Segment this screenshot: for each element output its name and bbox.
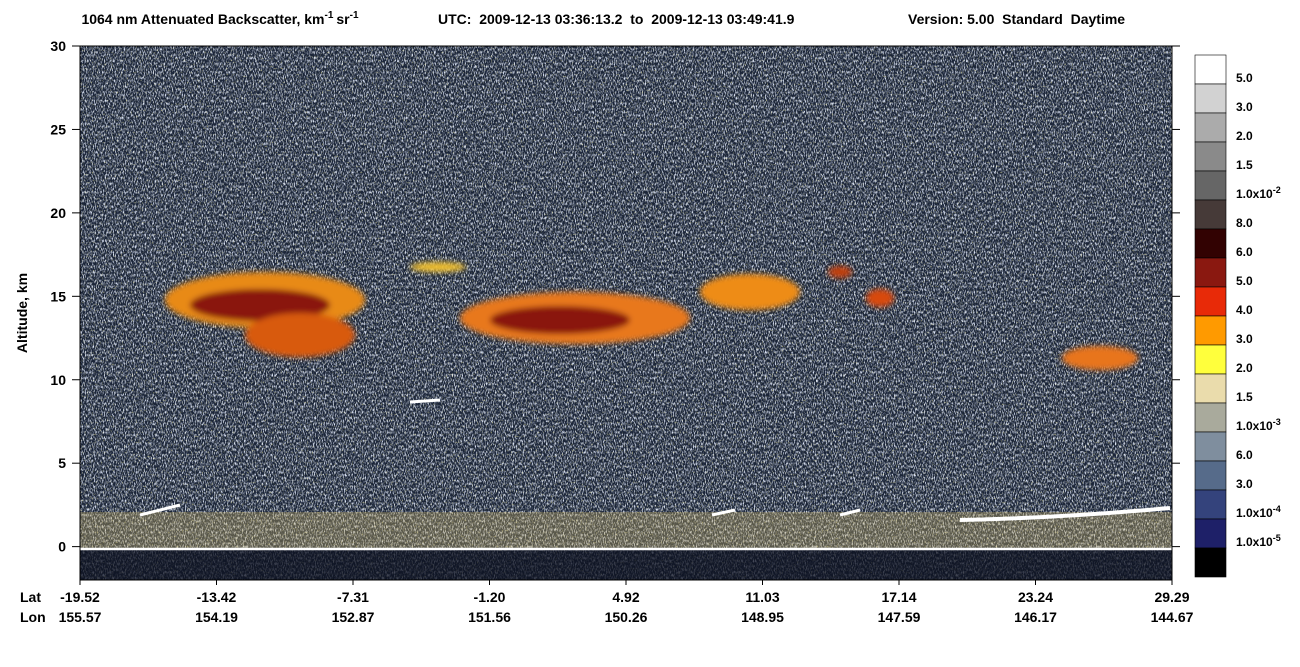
y-tick-label: 25 xyxy=(50,121,66,137)
lon-tick-label: 154.19 xyxy=(195,609,238,625)
colorbar-swatch xyxy=(1194,344,1227,375)
colorbar-swatch xyxy=(1194,141,1227,172)
colorbar-swatch xyxy=(1194,547,1227,578)
colorbar-label-text: 6.0 xyxy=(1236,245,1253,259)
lon-tick-label: 150.26 xyxy=(605,609,648,625)
lon-tick-label: 144.67 xyxy=(1151,609,1194,625)
colorbar-swatch xyxy=(1194,257,1227,288)
colorbar-swatch xyxy=(1194,286,1227,317)
colorbar-swatch xyxy=(1194,489,1227,520)
y-axis-label: Altitude, km xyxy=(14,273,30,353)
lon-label: Lon xyxy=(20,609,46,625)
colorbar-swatch xyxy=(1194,199,1227,230)
colorbar-label-text: 3.0 xyxy=(1236,100,1253,114)
colorbar-label: 5.0 xyxy=(1236,274,1253,288)
colorbar-label-text: 1.5 xyxy=(1236,158,1253,172)
y-tick-label: 0 xyxy=(58,539,66,555)
lat-tick-label: 4.92 xyxy=(612,589,639,605)
colorbar-label-text: 5.0 xyxy=(1236,71,1253,85)
colorbar-label-text: 6.0 xyxy=(1236,448,1253,462)
y-tick-label: 10 xyxy=(50,372,66,388)
chart-title: 1064 nm Attenuated Backscatter, km-1 sr-1… xyxy=(62,10,1137,27)
colorbar-swatch xyxy=(1194,315,1227,346)
colorbar-label-text: 2.0 xyxy=(1236,129,1253,143)
backscatter-curtain xyxy=(80,46,1172,580)
title-text: 1064 nm Attenuated Backscatter, km xyxy=(81,11,324,27)
y-tick-label: 20 xyxy=(50,205,66,221)
title-superscript: -1 xyxy=(350,10,359,21)
lat-tick-label: 29.29 xyxy=(1154,589,1189,605)
lon-tick-label: 148.95 xyxy=(741,609,784,625)
colorbar-label-text: 1.0x10 xyxy=(1236,419,1273,433)
lat-tick-label: -13.42 xyxy=(197,589,237,605)
colorbar-label-exponent: -4 xyxy=(1273,504,1281,514)
colorbar-label-text: 8.0 xyxy=(1236,216,1253,230)
colorbar-label: 1.0x10-2 xyxy=(1236,185,1281,201)
lon-tick-label: 146.17 xyxy=(1014,609,1057,625)
colorbar-swatch xyxy=(1194,112,1227,143)
colorbar-label-text: 5.0 xyxy=(1236,274,1253,288)
colorbar-label: 3.0 xyxy=(1236,477,1253,491)
colorbar-label: 5.0 xyxy=(1236,71,1253,85)
y-tick-label: 15 xyxy=(50,288,66,304)
colorbar-label-text: 1.0x10 xyxy=(1236,535,1273,549)
y-tick-label: 30 xyxy=(50,38,66,54)
colorbar-label: 8.0 xyxy=(1236,216,1253,230)
colorbar-label: 1.5 xyxy=(1236,390,1253,404)
lon-tick-label: 152.87 xyxy=(332,609,375,625)
colorbar-label: 6.0 xyxy=(1236,448,1253,462)
lat-tick-label: -7.31 xyxy=(337,589,369,605)
colorbar-swatch xyxy=(1194,402,1227,433)
colorbar-label: 1.0x10-3 xyxy=(1236,417,1281,433)
colorbar-label: 1.0x10-5 xyxy=(1236,533,1281,549)
colorbar-swatch xyxy=(1194,83,1227,114)
lat-tick-label: 17.14 xyxy=(881,589,916,605)
colorbar-swatch xyxy=(1194,460,1227,491)
version-info: Version: 5.00 Standard Daytime xyxy=(908,11,1125,27)
colorbar-label-text: 4.0 xyxy=(1236,303,1253,317)
title-superscript: -1 xyxy=(324,10,333,21)
colorbar-label-exponent: -5 xyxy=(1273,533,1281,543)
colorbar-swatch xyxy=(1194,373,1227,404)
utc-range: UTC: 2009-12-13 03:36:13.2 to 2009-12-13… xyxy=(438,11,795,27)
lat-tick-label: 11.03 xyxy=(745,589,779,605)
colorbar-swatch xyxy=(1194,170,1227,201)
colorbar-label: 1.5 xyxy=(1236,158,1253,172)
colorbar-label: 2.0 xyxy=(1236,361,1253,375)
lat-tick-label: -1.20 xyxy=(474,589,506,605)
y-tick-label: 5 xyxy=(58,455,66,471)
lat-tick-label: 23.24 xyxy=(1018,589,1053,605)
colorbar-label: 6.0 xyxy=(1236,245,1253,259)
colorbar-swatch xyxy=(1194,518,1227,549)
colorbar-label-text: 3.0 xyxy=(1236,477,1253,491)
colorbar-label-text: 1.0x10 xyxy=(1236,187,1273,201)
colorbar-label-text: 1.0x10 xyxy=(1236,506,1273,520)
lat-label: Lat xyxy=(20,589,41,605)
colorbar-swatch xyxy=(1194,431,1227,462)
colorbar-label-text: 3.0 xyxy=(1236,332,1253,346)
lat-tick-label: -19.52 xyxy=(60,589,100,605)
colorbar-label: 3.0 xyxy=(1236,332,1253,346)
colorbar-label-text: 1.5 xyxy=(1236,390,1253,404)
colorbar-label: 1.0x10-4 xyxy=(1236,504,1281,520)
colorbar-label: 3.0 xyxy=(1236,100,1253,114)
colorbar-label-exponent: -2 xyxy=(1273,185,1281,195)
title-text: sr xyxy=(336,11,350,27)
lon-tick-label: 155.57 xyxy=(59,609,102,625)
lon-tick-label: 151.56 xyxy=(468,609,511,625)
colorbar-label: 2.0 xyxy=(1236,129,1253,143)
colorbar-swatch xyxy=(1194,54,1227,85)
lon-tick-label: 147.59 xyxy=(878,609,921,625)
colorbar-label-text: 2.0 xyxy=(1236,361,1253,375)
colorbar-label-exponent: -3 xyxy=(1273,417,1281,427)
colorbar-label: 4.0 xyxy=(1236,303,1253,317)
colorbar-swatch xyxy=(1194,228,1227,259)
